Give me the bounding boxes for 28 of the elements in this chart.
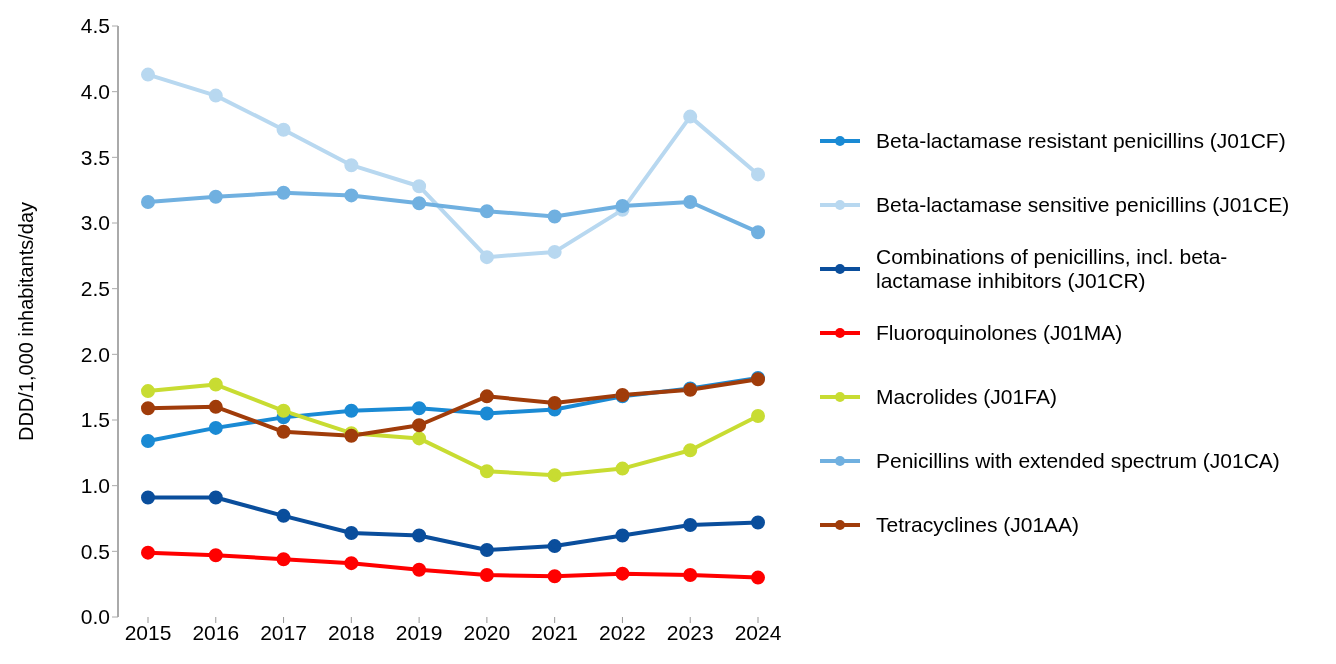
x-tick-label: 2022 bbox=[599, 620, 646, 644]
legend-label: Macrolides (J01FA) bbox=[876, 385, 1058, 409]
legend-label: Beta-lactamase resistant penicillins (J01CF) bbox=[876, 129, 1287, 153]
y-tick-label: 1.5 bbox=[80, 408, 110, 432]
x-tick-label: 2018 bbox=[327, 620, 375, 644]
x-tick-label: 2024 bbox=[734, 620, 782, 644]
y-tick-label: 4.0 bbox=[80, 80, 110, 104]
y-tick-label: 2.0 bbox=[80, 342, 110, 366]
x-tick-label: 2020 bbox=[463, 620, 511, 644]
legend-label: Combinations of penicillins, incl. beta-lactamase inhibitors (J01CR) bbox=[876, 245, 1229, 293]
y-tick-label: 3.5 bbox=[80, 145, 110, 169]
y-tick-label: 2.5 bbox=[80, 277, 110, 301]
y-tick-label: 3.0 bbox=[80, 211, 110, 235]
y-tick-label: 4.5 bbox=[80, 14, 110, 38]
y-tick-label: 1.0 bbox=[80, 474, 110, 498]
legend-label: Penicillins with extended spectrum (J01CA) bbox=[876, 449, 1281, 473]
x-tick-label: 2023 bbox=[666, 620, 714, 644]
legend-label: Beta-lactamase sensitive penicillins (J01CE) bbox=[876, 193, 1291, 217]
x-tick-label: 2021 bbox=[531, 620, 579, 644]
legend-label: Fluoroquinolones (J01MA) bbox=[876, 321, 1124, 345]
x-tick-label: 2019 bbox=[395, 620, 443, 644]
y-tick-label: 0.0 bbox=[80, 605, 110, 629]
x-tick-label: 2015 bbox=[124, 620, 172, 644]
x-tick-label: 2017 bbox=[260, 620, 307, 644]
x-tick-label: 2016 bbox=[192, 620, 240, 644]
y-axis-title: DDD/1,000 inhabitants/day bbox=[15, 201, 38, 442]
y-tick-label: 0.5 bbox=[80, 539, 110, 563]
legend-label: Tetracyclines (J01AA) bbox=[876, 513, 1081, 537]
